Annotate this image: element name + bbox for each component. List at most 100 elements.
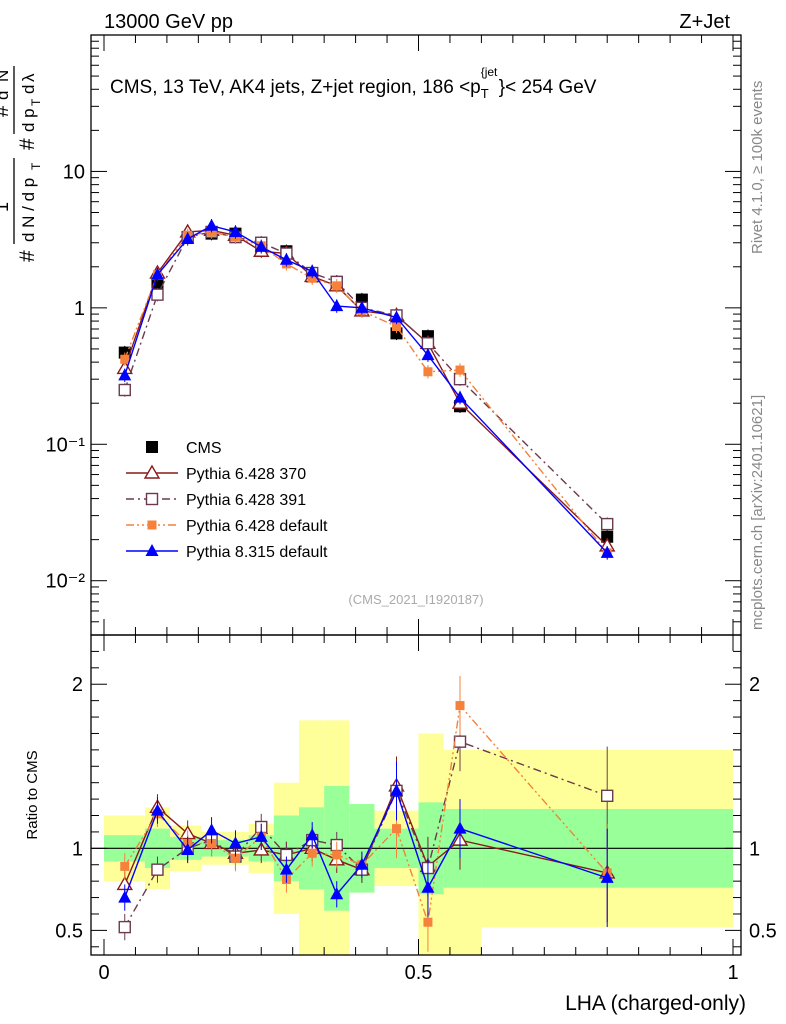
main-y-tick-label: 10⁻² bbox=[46, 571, 86, 593]
main-data-point bbox=[330, 299, 344, 312]
ratio-data-point bbox=[118, 920, 131, 934]
legend-label: CMS bbox=[186, 440, 222, 457]
legend-marker bbox=[143, 464, 161, 479]
main-y-tick-label: 10 bbox=[63, 161, 85, 183]
main-y-tick-label: 10⁻¹ bbox=[46, 434, 86, 456]
main-data-point bbox=[355, 300, 369, 313]
ratio-data-point bbox=[230, 853, 240, 863]
main-watermark: (CMS_2021_I1920187) bbox=[348, 592, 483, 607]
legend-entry-4: Pythia 8.315 default bbox=[126, 544, 328, 561]
main-data-point bbox=[305, 264, 319, 277]
ratio-data-point bbox=[254, 829, 268, 842]
main-data-point bbox=[601, 517, 614, 531]
svg-text:d p: d p bbox=[19, 108, 38, 132]
ratio-y-tick-label-right: 2 bbox=[749, 674, 760, 696]
ratio-data-point bbox=[330, 887, 344, 900]
main-series-line bbox=[124, 224, 608, 554]
x-axis-label: LHA (charged-only) bbox=[565, 992, 746, 1015]
ratio-data-point bbox=[205, 823, 219, 836]
ratio-data-point bbox=[181, 842, 195, 855]
svg-text:T: T bbox=[29, 162, 43, 170]
main-data-point bbox=[455, 365, 465, 375]
legend-entry-2: Pythia 6.428 391 bbox=[126, 492, 306, 509]
legend-marker bbox=[146, 441, 158, 453]
ratio-series-3 bbox=[118, 761, 614, 928]
ratio-data-point bbox=[332, 850, 342, 860]
ratio-y-tick-label: 0.5 bbox=[55, 920, 83, 942]
ratio-data-point bbox=[421, 880, 435, 893]
main-ylabel: # d N / d p T 1 # d p T d λ # d 2 N bbox=[0, 66, 43, 262]
svg-text:T: T bbox=[29, 98, 43, 106]
ratio-data-point bbox=[355, 857, 369, 870]
main-data-point bbox=[181, 231, 195, 244]
ratio-data-point bbox=[151, 863, 164, 876]
svg-text:d: d bbox=[19, 85, 38, 94]
ratio-data-point bbox=[150, 803, 164, 816]
main-series-line bbox=[124, 231, 608, 554]
svg-text:d: d bbox=[0, 91, 12, 100]
main-data-point bbox=[120, 354, 130, 364]
main-data-point bbox=[453, 390, 467, 403]
legend: CMS Pythia 6.428 370 Pythia 6.428 391 Pythi… bbox=[126, 440, 328, 561]
main-series-4 bbox=[118, 218, 614, 560]
legend-marker bbox=[145, 492, 159, 506]
legend-entry-3: Pythia 6.428 default bbox=[126, 518, 328, 535]
main-data-point bbox=[118, 368, 132, 381]
energy-label: 13000 GeV pp bbox=[104, 11, 233, 33]
process-label: Z+Jet bbox=[679, 11, 730, 33]
main-data-point bbox=[118, 383, 131, 397]
ratio-data-point bbox=[453, 821, 467, 834]
ratio-data-point bbox=[305, 828, 319, 841]
ratio-y-tick-label-right: 1 bbox=[749, 838, 760, 860]
mcplots-label: mcplots.cern.ch [arXiv:2401.10621] bbox=[749, 395, 766, 630]
ratio-frame bbox=[90, 634, 742, 956]
svg-text:λ: λ bbox=[19, 73, 38, 82]
svg-text:#: # bbox=[16, 138, 39, 150]
main-data-point bbox=[600, 545, 614, 558]
svg-text:#: # bbox=[0, 105, 13, 117]
ratio-data-point bbox=[453, 735, 467, 748]
main-data-point bbox=[601, 530, 614, 543]
svg-text:2: 2 bbox=[0, 83, 1, 90]
main-data-point bbox=[279, 252, 293, 265]
ratio-y-tick-label: 2 bbox=[72, 674, 83, 696]
x-tick-label: 1 bbox=[727, 962, 738, 984]
ratio-data-point bbox=[228, 836, 242, 849]
x-tick-label: 0.5 bbox=[405, 962, 433, 984]
ratio-data-point bbox=[600, 870, 614, 883]
ratio-panel: 0.5 0.5 1 1 2 2 0 0.5 1 Ratio to CMS LHA (charge… bbox=[24, 634, 777, 1015]
main-title: CMS, 13 TeV, AK4 jets, Z+jet region, 186… bbox=[110, 65, 597, 101]
ratio-data-point bbox=[120, 861, 130, 871]
svg-text:#: # bbox=[16, 250, 39, 262]
ratio-data-point bbox=[601, 789, 614, 803]
ratio-y-tick-label-right: 0.5 bbox=[749, 920, 777, 942]
svg-text:N: N bbox=[0, 70, 12, 82]
ratio-y-tick-label: 1 bbox=[72, 838, 83, 860]
main-data-point bbox=[389, 310, 403, 323]
main-data-point bbox=[150, 267, 164, 280]
ratio-data-point bbox=[118, 890, 132, 903]
main-data-point bbox=[151, 288, 164, 301]
legend-entry-1: Pythia 6.428 370 bbox=[126, 464, 306, 483]
legend-label: Pythia 8.315 default bbox=[186, 544, 328, 561]
ratio-data-point bbox=[455, 701, 465, 711]
main-data-point bbox=[391, 322, 401, 332]
legend-label: Pythia 6.428 default bbox=[186, 518, 328, 535]
ratio-data-point bbox=[279, 862, 293, 875]
main-data-point bbox=[254, 239, 268, 252]
main-data-point bbox=[228, 224, 242, 237]
ratio-data-point bbox=[423, 917, 433, 927]
main-data-point bbox=[421, 348, 435, 361]
main-panel: CMS, 13 TeV, AK4 jets, Z+jet region, 186… bbox=[0, 34, 742, 636]
ratio-data-point bbox=[307, 848, 317, 858]
ratio-data-point bbox=[389, 783, 403, 796]
main-data-point bbox=[332, 281, 342, 291]
main-data-point bbox=[421, 337, 435, 350]
main-series-2 bbox=[118, 225, 614, 531]
svg-text:d N / d p: d N / d p bbox=[19, 178, 38, 242]
legend-entry-0: CMS bbox=[146, 440, 222, 457]
ratio-data-point bbox=[391, 824, 401, 834]
legend-label: Pythia 6.428 370 bbox=[186, 466, 306, 483]
rivet-label: Rivet 4.1.0, ≥ 100k events bbox=[749, 81, 766, 254]
